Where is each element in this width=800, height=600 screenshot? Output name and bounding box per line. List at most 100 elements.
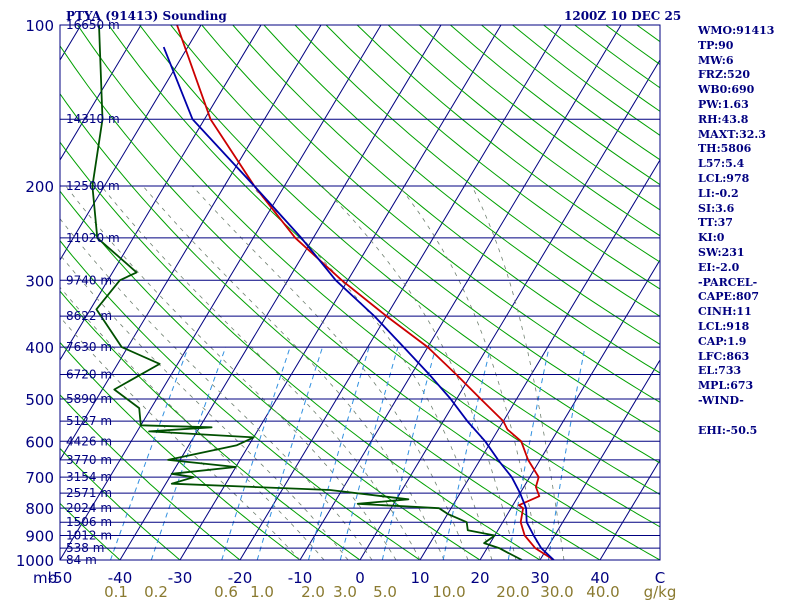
temperature-label: 20: [470, 569, 489, 587]
moist-adiabat: [321, 185, 517, 560]
isotherm-line: [239, 25, 562, 560]
moist-adiabat: [142, 185, 445, 560]
mixing-ratio-label: 1.0: [250, 583, 274, 600]
temperature-label: 40: [590, 569, 609, 587]
pressure-label: 1000: [16, 552, 54, 570]
isotherm-line: [0, 25, 21, 560]
mixing-ratio-lines: [110, 346, 586, 560]
stat-line: CAP:1.9: [698, 334, 747, 348]
height-label: 2024 m: [66, 501, 112, 515]
stat-line: EL:733: [698, 364, 742, 378]
dry-adiabat: [77, 25, 660, 528]
pressure-unit-label: mb: [33, 569, 57, 587]
stat-line: TP:90: [698, 38, 734, 52]
stat-line: TH:5806: [698, 142, 752, 156]
stat-line: CAPE:807: [698, 290, 759, 304]
mixing-ratio-label: 30.0: [540, 583, 573, 600]
isotherm-line: [359, 59, 660, 560]
sounding-time: 1200Z 10 DEC 25: [564, 9, 682, 23]
pressure-label: 600: [25, 433, 54, 451]
mixing-ratio-label: g/kg: [644, 583, 677, 600]
temperature-label: -40: [108, 569, 133, 587]
height-labels: 16650 m 14310 m 12500 m 11020 m 9740 m 8622 m…: [66, 18, 120, 567]
mixing-ratio-label: 0.1: [104, 583, 128, 600]
stat-line: SI:3.6: [698, 201, 735, 215]
height-label: 84 m: [66, 553, 97, 567]
stat-line: EI:-2.0: [698, 260, 740, 274]
dry-adiabat: [60, 44, 660, 560]
mixing-ratio-label: 0.2: [144, 583, 168, 600]
stat-line: LFC:863: [698, 349, 750, 363]
stat-line: WMO:91413: [698, 24, 775, 37]
isotherm-line: [179, 25, 502, 560]
pressure-label: 800: [25, 500, 54, 518]
stat-line: KI:0: [698, 231, 725, 245]
pressure-label: 200: [25, 178, 54, 196]
stat-line: [698, 409, 800, 424]
stat-line: CINH:11: [698, 305, 752, 319]
height-label: 11020 m: [66, 231, 120, 245]
stat-line: L57:5.4: [698, 157, 745, 171]
height-label: 12500 m: [66, 179, 120, 193]
height-label: 3770 m: [66, 453, 112, 467]
height-label: 16650 m: [66, 18, 120, 32]
stat-line: MW:6: [698, 53, 734, 67]
mixing-ratio-line: [256, 346, 323, 560]
height-label: 1012 m: [66, 529, 112, 543]
temperature-label: -10: [288, 569, 313, 587]
temperature-label: 0: [355, 569, 365, 587]
height-label: 5890 m: [66, 392, 112, 406]
pressure-label: 300: [25, 272, 54, 290]
stat-line: LI:-0.2: [698, 186, 739, 200]
height-label: 9740 m: [66, 273, 112, 287]
sounding-title: PTYA (91413) Sounding: [66, 9, 227, 23]
mixing-ratio-label: 2.0: [301, 583, 325, 600]
sounding-profiles: [91, 25, 555, 560]
height-label: 538 m: [66, 541, 104, 555]
temperature-label: C: [655, 569, 665, 587]
mixing-ratio-line: [221, 346, 291, 560]
isotherm-line: [119, 25, 442, 560]
moist-adiabat: [65, 185, 397, 560]
isotherm-line: [60, 25, 202, 261]
stat-line: FRZ:520: [698, 68, 751, 82]
stat-line: MAXT:32.3: [698, 127, 766, 141]
mixing-ratio-label: 5.0: [373, 583, 397, 600]
isobar-lines: [60, 25, 660, 560]
dry-adiabat: [108, 25, 660, 496]
temperature-axis-labels: -50 -40 -30 -20 -10 0 10 20 30 40 C: [48, 569, 665, 587]
pressure-label: 100: [25, 17, 54, 35]
stats-panel: WMO:91413 TP:90 MW:6 FRZ:520 WB0:690 PW:1.63 R…: [698, 24, 800, 438]
stat-line: SW:231: [698, 245, 745, 259]
mixing-ratio-label: 40.0: [586, 583, 619, 600]
isotherm-line: [419, 159, 660, 560]
temperature-label: 30: [530, 569, 549, 587]
mixing-ratio-label: 20.0: [496, 583, 529, 600]
dry-adiabat: [60, 290, 361, 560]
height-label: 8622 m: [66, 309, 112, 323]
height-label: 2571 m: [66, 486, 112, 500]
isotherm-line: [479, 259, 660, 560]
moist-adiabat: [101, 185, 421, 560]
isotherm-line: [299, 25, 622, 560]
temperature-label: -50: [48, 569, 73, 587]
stat-line: TT:37: [698, 216, 733, 230]
plot-frame: [59, 24, 661, 561]
pressure-label: 700: [25, 469, 54, 487]
stat-line: LCL:918: [698, 319, 750, 333]
stat-line: -WIND-: [698, 393, 744, 407]
mixing-ratio-line: [308, 346, 370, 560]
mixing-ratio-label: 3.0: [333, 583, 357, 600]
pressure-label: 400: [25, 339, 54, 357]
stat-line: LCL:978: [698, 171, 750, 185]
height-label: 1506 m: [66, 515, 112, 529]
height-label: 5127 m: [66, 414, 112, 428]
mixing-ratio-line: [110, 346, 189, 560]
pressure-label: 500: [25, 391, 54, 409]
dewpoint-line: [91, 25, 523, 560]
temperature-label: -20: [228, 569, 253, 587]
mixing-ratio-label: 0.6: [214, 583, 238, 600]
stat-line: -PARCEL-: [698, 275, 758, 289]
